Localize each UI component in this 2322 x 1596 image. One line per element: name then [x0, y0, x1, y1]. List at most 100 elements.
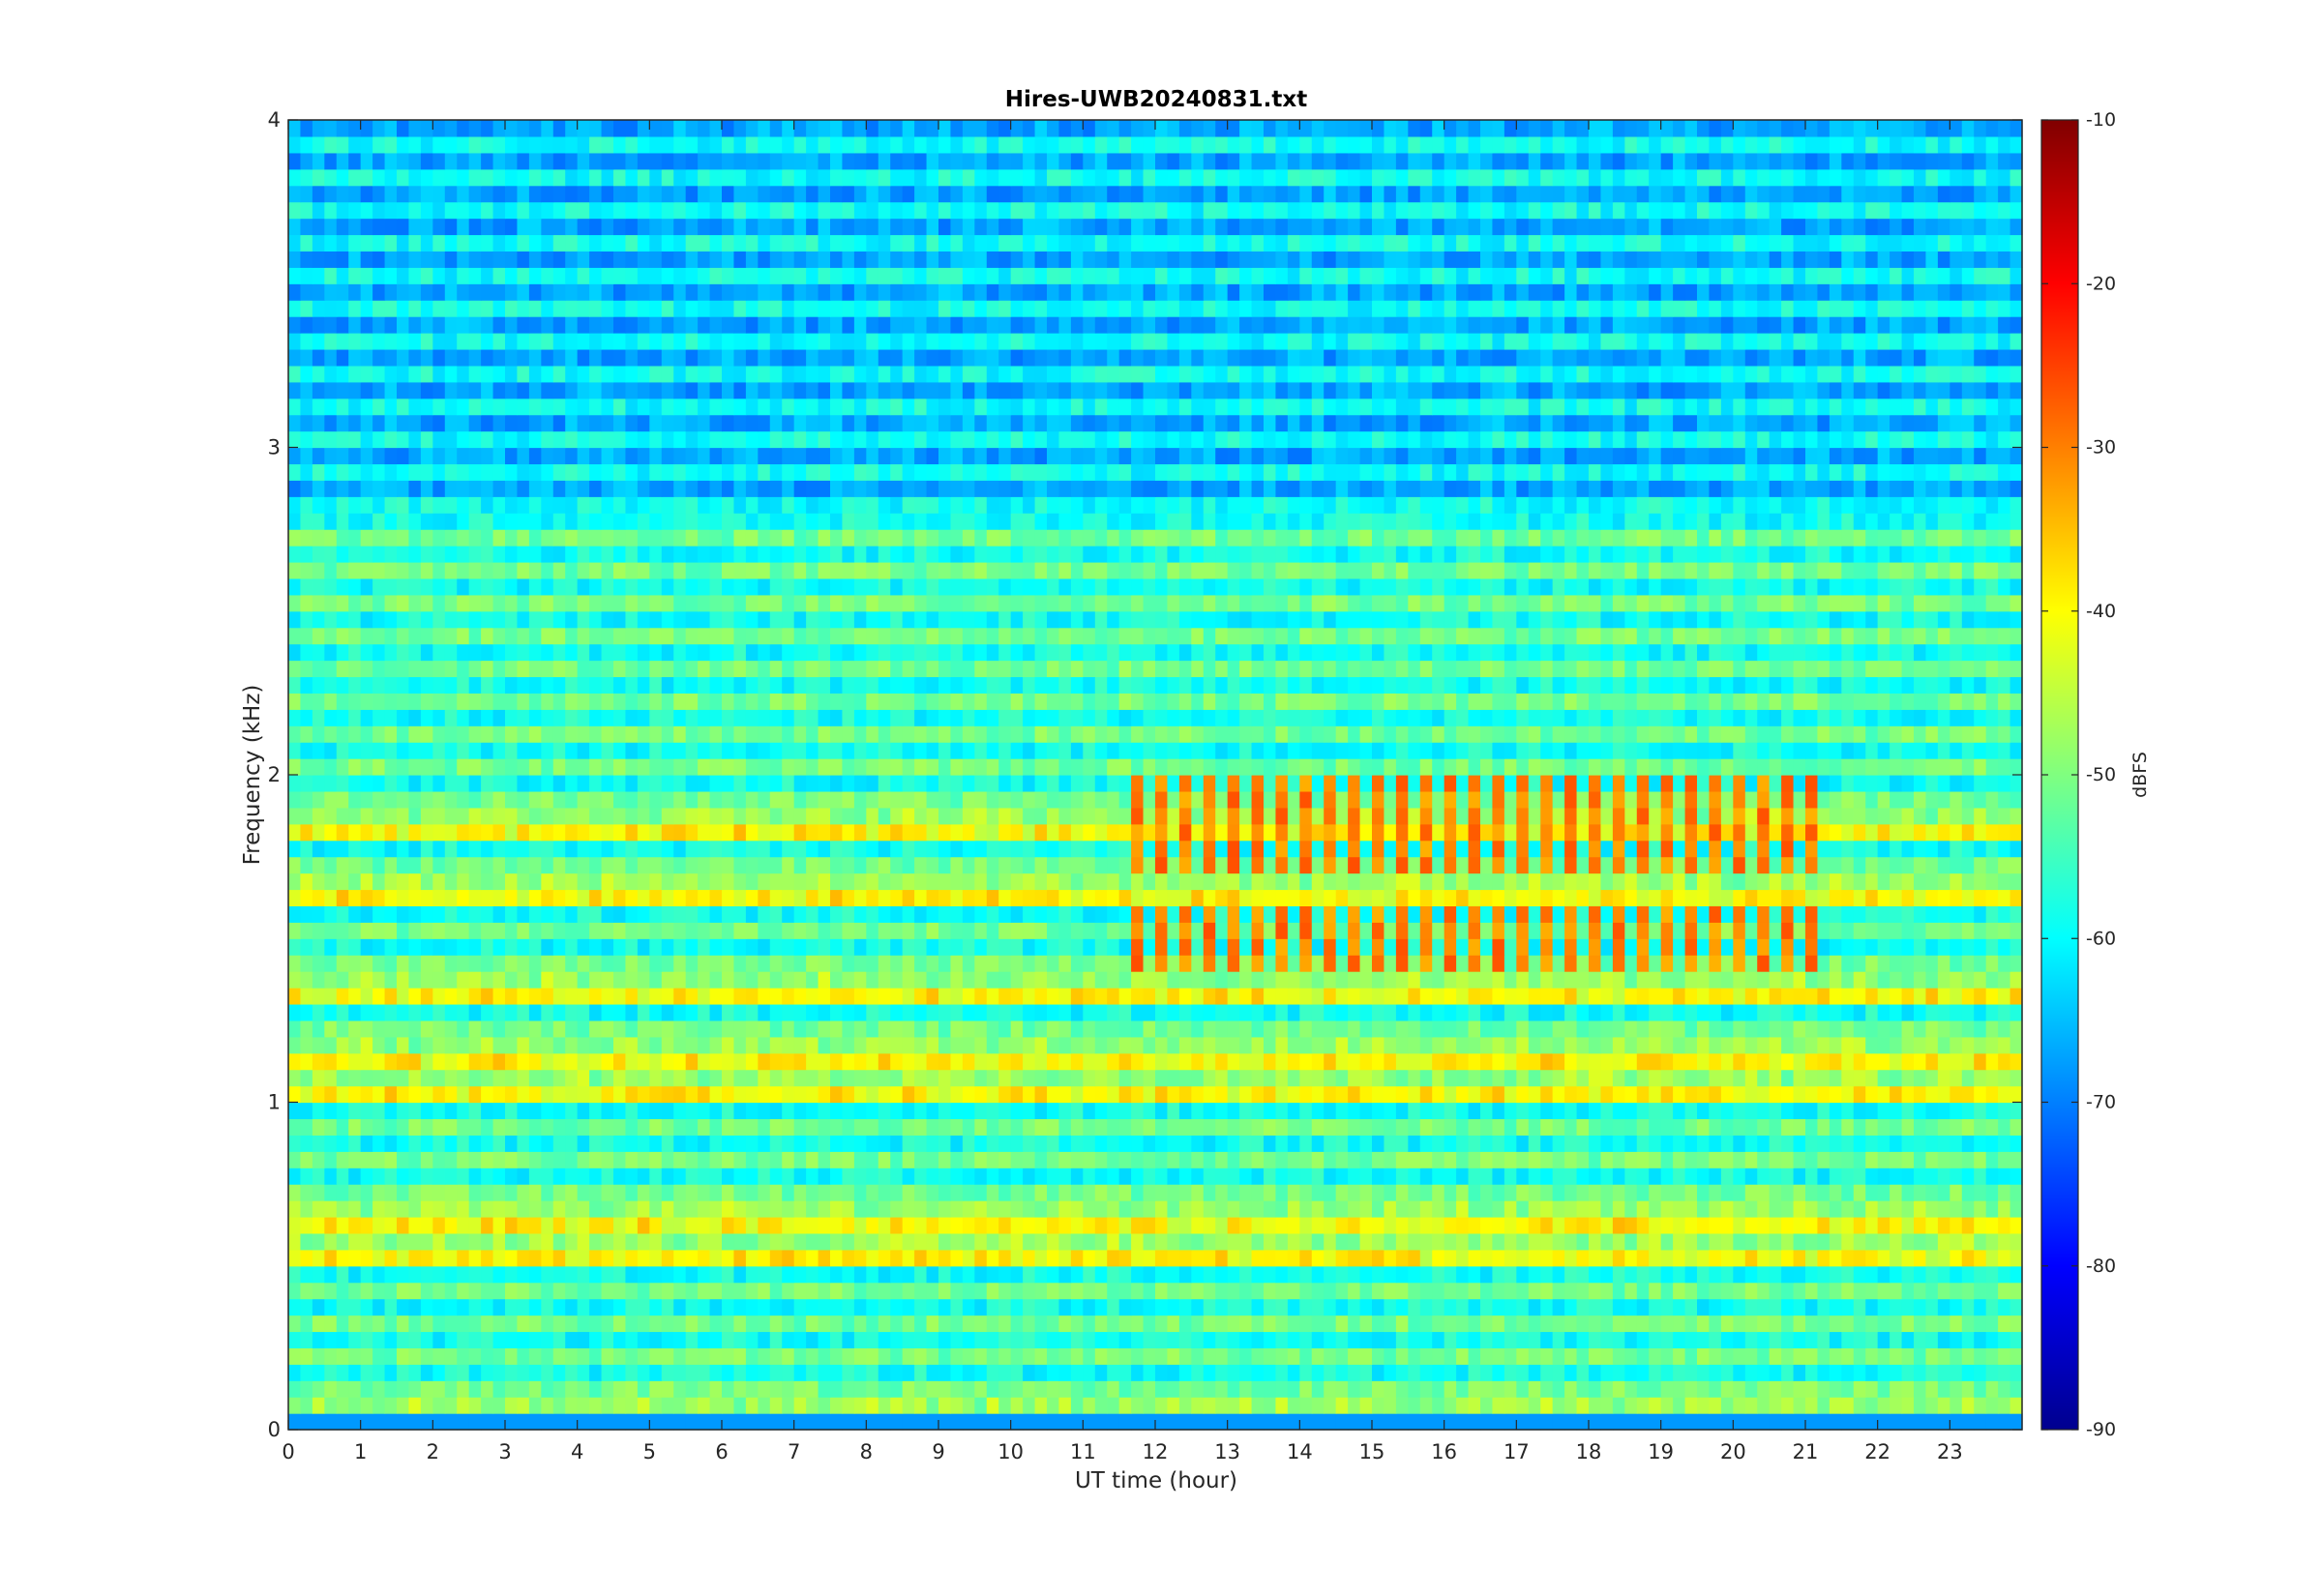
heatmap-cell	[1709, 1184, 1722, 1201]
heatmap-cell	[782, 872, 795, 891]
heatmap-cell	[1998, 1331, 2011, 1348]
heatmap-cell	[926, 1397, 939, 1414]
heatmap-cell	[1264, 1151, 1277, 1168]
heatmap-cell	[601, 856, 614, 874]
heatmap-cell	[1239, 1380, 1253, 1398]
heatmap-cell	[432, 856, 446, 874]
heatmap-cell	[902, 1216, 915, 1234]
heatmap-cell	[468, 1003, 482, 1021]
heatmap-cell	[1384, 1397, 1397, 1414]
heatmap-cell	[1432, 1413, 1445, 1431]
heatmap-cell	[1118, 1380, 1132, 1398]
heatmap-cell	[1733, 1265, 1746, 1284]
heatmap-cell	[1287, 1200, 1300, 1218]
heatmap-cell	[1805, 1118, 1819, 1136]
heatmap-cell	[1251, 1036, 1265, 1054]
heatmap-cell	[782, 1380, 795, 1398]
heatmap-cell	[577, 1200, 590, 1218]
heatmap-cell	[1925, 1200, 1939, 1218]
heatmap-cell	[1576, 1216, 1590, 1234]
heatmap-cell	[1744, 1151, 1758, 1168]
heatmap-cell	[1961, 1151, 1975, 1168]
heatmap-cell	[962, 1232, 975, 1251]
heatmap-cell	[384, 922, 398, 939]
heatmap-cell	[613, 1102, 627, 1120]
heatmap-cell	[1058, 1331, 1072, 1348]
heatmap-cell	[649, 1069, 663, 1087]
heatmap-cell	[758, 938, 771, 956]
heatmap-cell	[1733, 872, 1746, 891]
heatmap-cell	[1131, 905, 1145, 923]
heatmap-cell	[661, 889, 674, 907]
heatmap-cell	[673, 988, 687, 1005]
heatmap-cell	[1372, 1413, 1385, 1431]
heatmap-cell	[1781, 905, 1795, 923]
heatmap-cell	[1817, 1069, 1831, 1087]
heatmap-cell	[1034, 872, 1048, 891]
heatmap-cell	[733, 856, 747, 874]
heatmap-cell	[974, 856, 988, 874]
heatmap-cell	[1070, 955, 1084, 972]
heatmap-cell	[1118, 1200, 1132, 1218]
heatmap-cell	[1239, 1315, 1253, 1333]
heatmap-cell	[468, 1069, 482, 1087]
heatmap-cell	[1058, 955, 1072, 972]
heatmap-cell	[1589, 938, 1602, 956]
heatmap-cell	[300, 1003, 313, 1021]
heatmap-cell	[384, 1232, 398, 1251]
heatmap-cell	[1612, 1003, 1625, 1021]
heatmap-cell	[1324, 1135, 1337, 1152]
heatmap-cell	[1600, 1020, 1614, 1038]
heatmap-cell	[336, 1347, 349, 1365]
heatmap-cell	[1034, 1397, 1048, 1414]
heatmap-cell	[397, 1282, 410, 1300]
heatmap-cell	[481, 1052, 494, 1071]
heatmap-cell	[890, 1380, 904, 1398]
heatmap-cell	[1010, 938, 1024, 956]
heatmap-cell	[1408, 1216, 1421, 1234]
heatmap-cell	[1890, 1167, 1903, 1185]
heatmap-cell	[1107, 1315, 1120, 1333]
heatmap-cell	[1203, 1265, 1216, 1284]
heatmap-cell	[1359, 988, 1373, 1005]
heatmap-cell	[1408, 1331, 1421, 1348]
heatmap-cell	[1974, 1380, 1987, 1398]
heatmap-cell	[1419, 1364, 1433, 1381]
heatmap-cell	[541, 905, 554, 923]
heatmap-cell	[1348, 1380, 1361, 1398]
heatmap-cell	[613, 889, 627, 907]
heatmap-cell	[806, 1135, 819, 1152]
heatmap-cell	[853, 1397, 867, 1414]
heatmap-cell	[1335, 889, 1349, 907]
heatmap-cell	[1419, 1135, 1433, 1152]
heatmap-cell	[1191, 1265, 1205, 1284]
heatmap-cell	[649, 1232, 663, 1251]
heatmap-cell	[1744, 872, 1758, 891]
heatmap-cell	[1155, 938, 1169, 956]
heatmap-cell	[1215, 905, 1229, 923]
heatmap-cell	[300, 1282, 313, 1300]
heatmap-cell	[1781, 1249, 1795, 1267]
heatmap-cell	[589, 1151, 603, 1168]
heatmap-cell	[541, 1216, 554, 1234]
heatmap-cell	[492, 1315, 506, 1333]
heatmap-cell	[853, 889, 867, 907]
heatmap-cell	[890, 856, 904, 874]
heatmap-cell	[1757, 1380, 1771, 1398]
heatmap-cell	[336, 1331, 349, 1348]
heatmap-cell	[926, 988, 939, 1005]
heatmap-cell	[1359, 872, 1373, 891]
heatmap-cell	[1503, 938, 1517, 956]
heatmap-cell	[481, 1249, 494, 1267]
heatmap-cell	[1167, 1184, 1180, 1201]
heatmap-cell	[698, 1216, 711, 1234]
heatmap-cell	[1107, 1380, 1120, 1398]
heatmap-cell	[1890, 1151, 1903, 1168]
heatmap-cell	[1419, 1069, 1433, 1087]
heatmap-cell	[1251, 1200, 1265, 1218]
heatmap-cell	[1191, 905, 1205, 923]
heatmap-cell	[709, 905, 723, 923]
heatmap-cell	[1167, 1200, 1180, 1218]
heatmap-cell	[830, 856, 844, 874]
